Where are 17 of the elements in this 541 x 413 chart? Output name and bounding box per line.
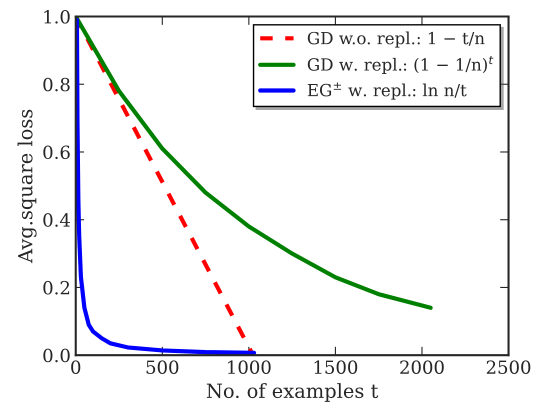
- y-tick-label: 0.8: [43, 78, 70, 92]
- legend-label: EG$^{±}$ w. repl.: ln n/t: [308, 82, 467, 100]
- y-tick-label: 1.0: [44, 10, 70, 24]
- x-tick-label: 0: [71, 360, 80, 374]
- legend-label: GD w. repl.: (1 − 1/n)$^{t}$: [308, 56, 494, 74]
- legend-label: GD w.o. repl.: 1 − t/n: [308, 32, 485, 48]
- x-tick-label: 1000: [228, 360, 271, 374]
- y-tick-label: 0.2: [43, 280, 70, 295]
- x-tick-label: 500: [146, 360, 178, 374]
- y-tick-label: 0.0: [43, 348, 70, 362]
- y-axis-title: Avg.square loss: [18, 110, 37, 264]
- x-tick-label: 1500: [314, 360, 358, 374]
- y-tick-label: 0.4: [43, 213, 70, 227]
- x-tick-label: 2000: [400, 360, 444, 374]
- y-tick-label: 0.6: [43, 145, 70, 160]
- x-axis-title: No. of examples t: [206, 383, 378, 402]
- x-tick-label: 2500: [486, 360, 530, 374]
